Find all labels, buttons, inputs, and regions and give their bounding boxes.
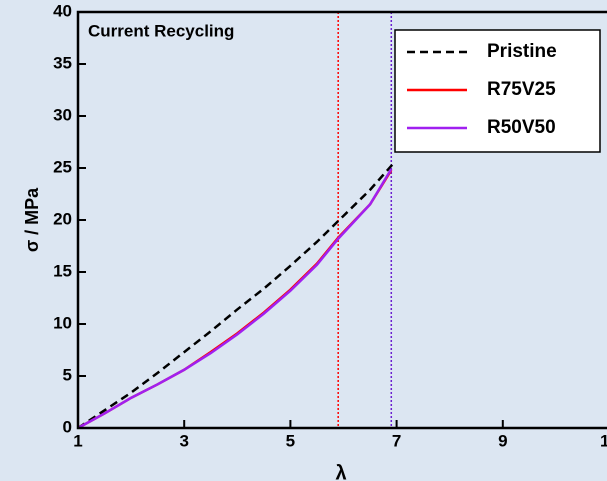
y-tick-label: 30 (53, 105, 72, 124)
legend-label: Pristine (487, 41, 557, 62)
x-tick-label: 7 (392, 431, 401, 450)
y-axis-label: σ / MPa (22, 187, 42, 252)
legend-label: R75V25 (487, 79, 556, 100)
y-tick-label: 35 (53, 53, 72, 72)
x-axis-label: λ (335, 462, 346, 481)
series-line (77, 169, 393, 430)
x-tick-label: 9 (498, 431, 507, 450)
x-tick-label: 3 (179, 431, 188, 450)
y-tick-label: 0 (63, 417, 72, 436)
y-tick-label: 15 (53, 261, 72, 280)
y-tick-label: 40 (53, 1, 72, 20)
y-tick-label: 10 (53, 313, 72, 332)
y-tick-label: 5 (63, 365, 72, 384)
y-tick-label: 25 (53, 157, 72, 176)
legend-label: R50V50 (487, 117, 556, 138)
series-line (77, 168, 393, 430)
y-tick-label: 20 (53, 209, 72, 228)
annotation: Current Recycling (88, 21, 234, 40)
series-line (77, 161, 395, 430)
x-tick-label: 11 (600, 431, 607, 450)
x-tick-label: 5 (286, 431, 295, 450)
x-tick-label: 1 (73, 431, 82, 450)
